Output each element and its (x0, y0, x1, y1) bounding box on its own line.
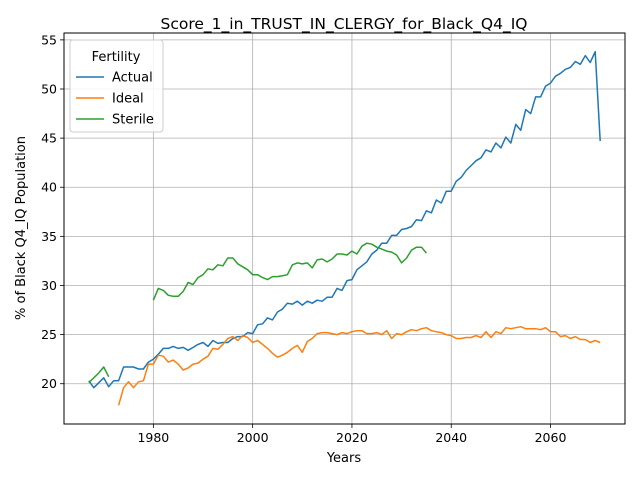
chart-title: Score_1_in_TRUST_IN_CLERGY_for_Black_Q4_… (160, 15, 527, 34)
y-axis-title: % of Black Q4_IQ Population (14, 136, 29, 320)
x-tick-label: 2060 (535, 430, 567, 445)
legend-label-actual: Actual (112, 71, 153, 86)
y-tick-label: 50 (41, 81, 57, 96)
x-tick-label: 1980 (137, 430, 169, 445)
axis-ticks: 1980 2000 2020 2040 2060 20 25 30 35 40 45 50 55 (41, 32, 566, 445)
legend-title: Fertility (92, 50, 141, 65)
series-line-actual (88, 50, 601, 389)
y-tick-label: 25 (41, 327, 57, 342)
y-tick-label: 20 (41, 376, 57, 391)
x-tick-label: 2020 (336, 430, 368, 445)
x-axis-title: Years (326, 451, 362, 466)
y-tick-label: 55 (41, 32, 57, 47)
series-line-sterile (88, 242, 427, 384)
series-line-ideal (117, 325, 601, 406)
grid (64, 33, 625, 424)
legend-entries: Actual Ideal Sterile (76, 71, 154, 128)
plot-frame (63, 32, 626, 425)
legend-label-sterile: Sterile (112, 113, 154, 128)
legend-box (69, 39, 164, 133)
y-tick-label: 40 (41, 180, 57, 195)
x-tick-label: 2040 (435, 430, 467, 445)
legend-label-ideal: Ideal (112, 92, 144, 107)
x-tick-label: 2000 (237, 430, 269, 445)
legend: Fertility Actual Ideal Sterile (69, 39, 164, 133)
series-lines (88, 50, 601, 406)
y-tick-label: 30 (41, 278, 57, 293)
y-tick-label: 35 (41, 229, 57, 244)
y-tick-label: 45 (41, 131, 57, 146)
